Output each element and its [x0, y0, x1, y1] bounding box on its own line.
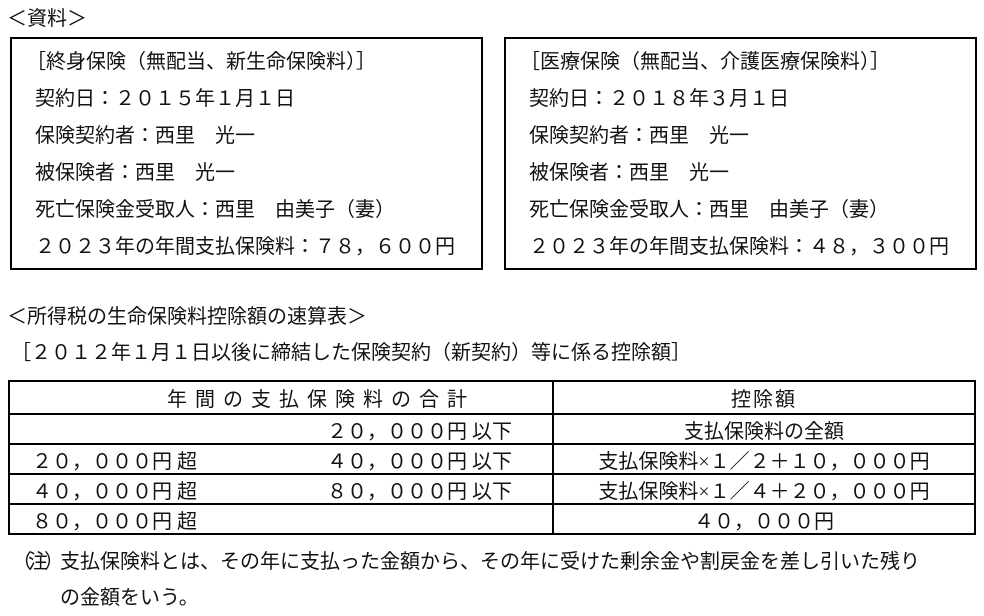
table-row: ８０，０００円 超 ４０，０００円 [10, 503, 974, 533]
deduction-cell: 支払保険料×１／４＋２０，０００円 [598, 480, 930, 503]
premium-range-cell: ２０，０００円 超 ４０，０００円 以下 [10, 445, 554, 473]
deduction-quick-calc-table: 年間の支払保険料の合計 控除額 ２０，０００円 以下 支払保険料の全額 ２０，０… [8, 380, 976, 535]
deduction-cell: ４０，０００円 [694, 510, 834, 533]
range-low: ８０，０００円 超 [32, 510, 197, 533]
deduction-table-subheading: ［２０１２年１月１日以後に締結した保険契約（新契約）等に係る控除額］ [11, 342, 691, 364]
policy-title: ［終身保険（無配当、新生命保険料）］ [26, 51, 376, 73]
policyholder: 保険契約者：西里 光一 [35, 125, 255, 147]
death-benefit-beneficiary: 死亡保険金受取人：西里 由美子（妻） [529, 199, 889, 221]
footnote-body: 支払保険料とは、その年に支払った金額から、その年に受けた剰余金や割戻金を差し引い… [12, 544, 977, 616]
footnote: （注） 支払保険料とは、その年に支払った金額から、その年に受けた剰余金や割戻金を… [12, 544, 977, 616]
header-premium-total-label: 年間の支払保険料の合計 [167, 389, 475, 411]
insured-person: 被保険者：西里 光一 [35, 162, 235, 184]
table-row: ２０，０００円 以下 支払保険料の全額 [10, 413, 974, 443]
range-high: ４０，０００円 以下 [327, 450, 512, 473]
deduction-cell: 支払保険料×１／２＋１０，０００円 [598, 450, 930, 473]
policyholder: 保険契約者：西里 光一 [529, 125, 749, 147]
deduction-cell: 支払保険料の全額 [684, 420, 844, 443]
premium-range-cell: ４０，０００円 超 ８０，０００円 以下 [10, 475, 554, 503]
deduction-table-heading: ＜所得税の生命保険料控除額の速算表＞ [7, 306, 367, 328]
range-high: ８０，０００円 以下 [327, 480, 512, 503]
header-premium-total: 年間の支払保険料の合計 [10, 382, 554, 413]
table-row: ４０，０００円 超 ８０，０００円 以下 支払保険料×１／４＋２０，０００円 [10, 473, 974, 503]
insured-person: 被保険者：西里 光一 [529, 162, 729, 184]
premium-range-cell: ２０，０００円 以下 [10, 415, 554, 443]
contract-date: 契約日：２０１８年３月１日 [529, 88, 789, 110]
premium-range-cell: ８０，０００円 超 [10, 505, 554, 533]
medical-insurance-box: ［医療保険（無配当、介護医療保険料）］ 契約日：２０１８年３月１日 保険契約者：… [504, 37, 977, 270]
header-deduction: 控除額 [731, 389, 797, 411]
range-high: ２０，０００円 以下 [327, 420, 512, 443]
table-row: ２０，０００円 超 ４０，０００円 以下 支払保険料×１／２＋１０，０００円 [10, 443, 974, 473]
contract-date: 契約日：２０１５年１月１日 [35, 88, 295, 110]
footnote-line-1: 支払保険料とは、その年に支払った金額から、その年に受けた剰余金や割戻金を差し引い… [60, 551, 920, 573]
policy-title: ［医療保険（無配当、介護医療保険料）］ [520, 51, 890, 73]
annual-premium: ２０２３年の年間支払保険料：７８，６００円 [35, 236, 455, 258]
annual-premium: ２０２３年の年間支払保険料：４８，３００円 [529, 236, 949, 258]
range-low: ４０，０００円 超 [32, 480, 197, 503]
footnote-line-2: の金額をいう。 [60, 587, 199, 609]
resource-label: ＜資料＞ [7, 8, 87, 30]
whole-life-insurance-box: ［終身保険（無配当、新生命保険料）］ 契約日：２０１５年１月１日 保険契約者：西… [10, 37, 483, 270]
death-benefit-beneficiary: 死亡保険金受取人：西里 由美子（妻） [35, 199, 395, 221]
footnote-label: （注） [12, 551, 64, 573]
table-header-row: 年間の支払保険料の合計 控除額 [10, 382, 974, 413]
range-low: ２０，０００円 超 [32, 450, 197, 473]
